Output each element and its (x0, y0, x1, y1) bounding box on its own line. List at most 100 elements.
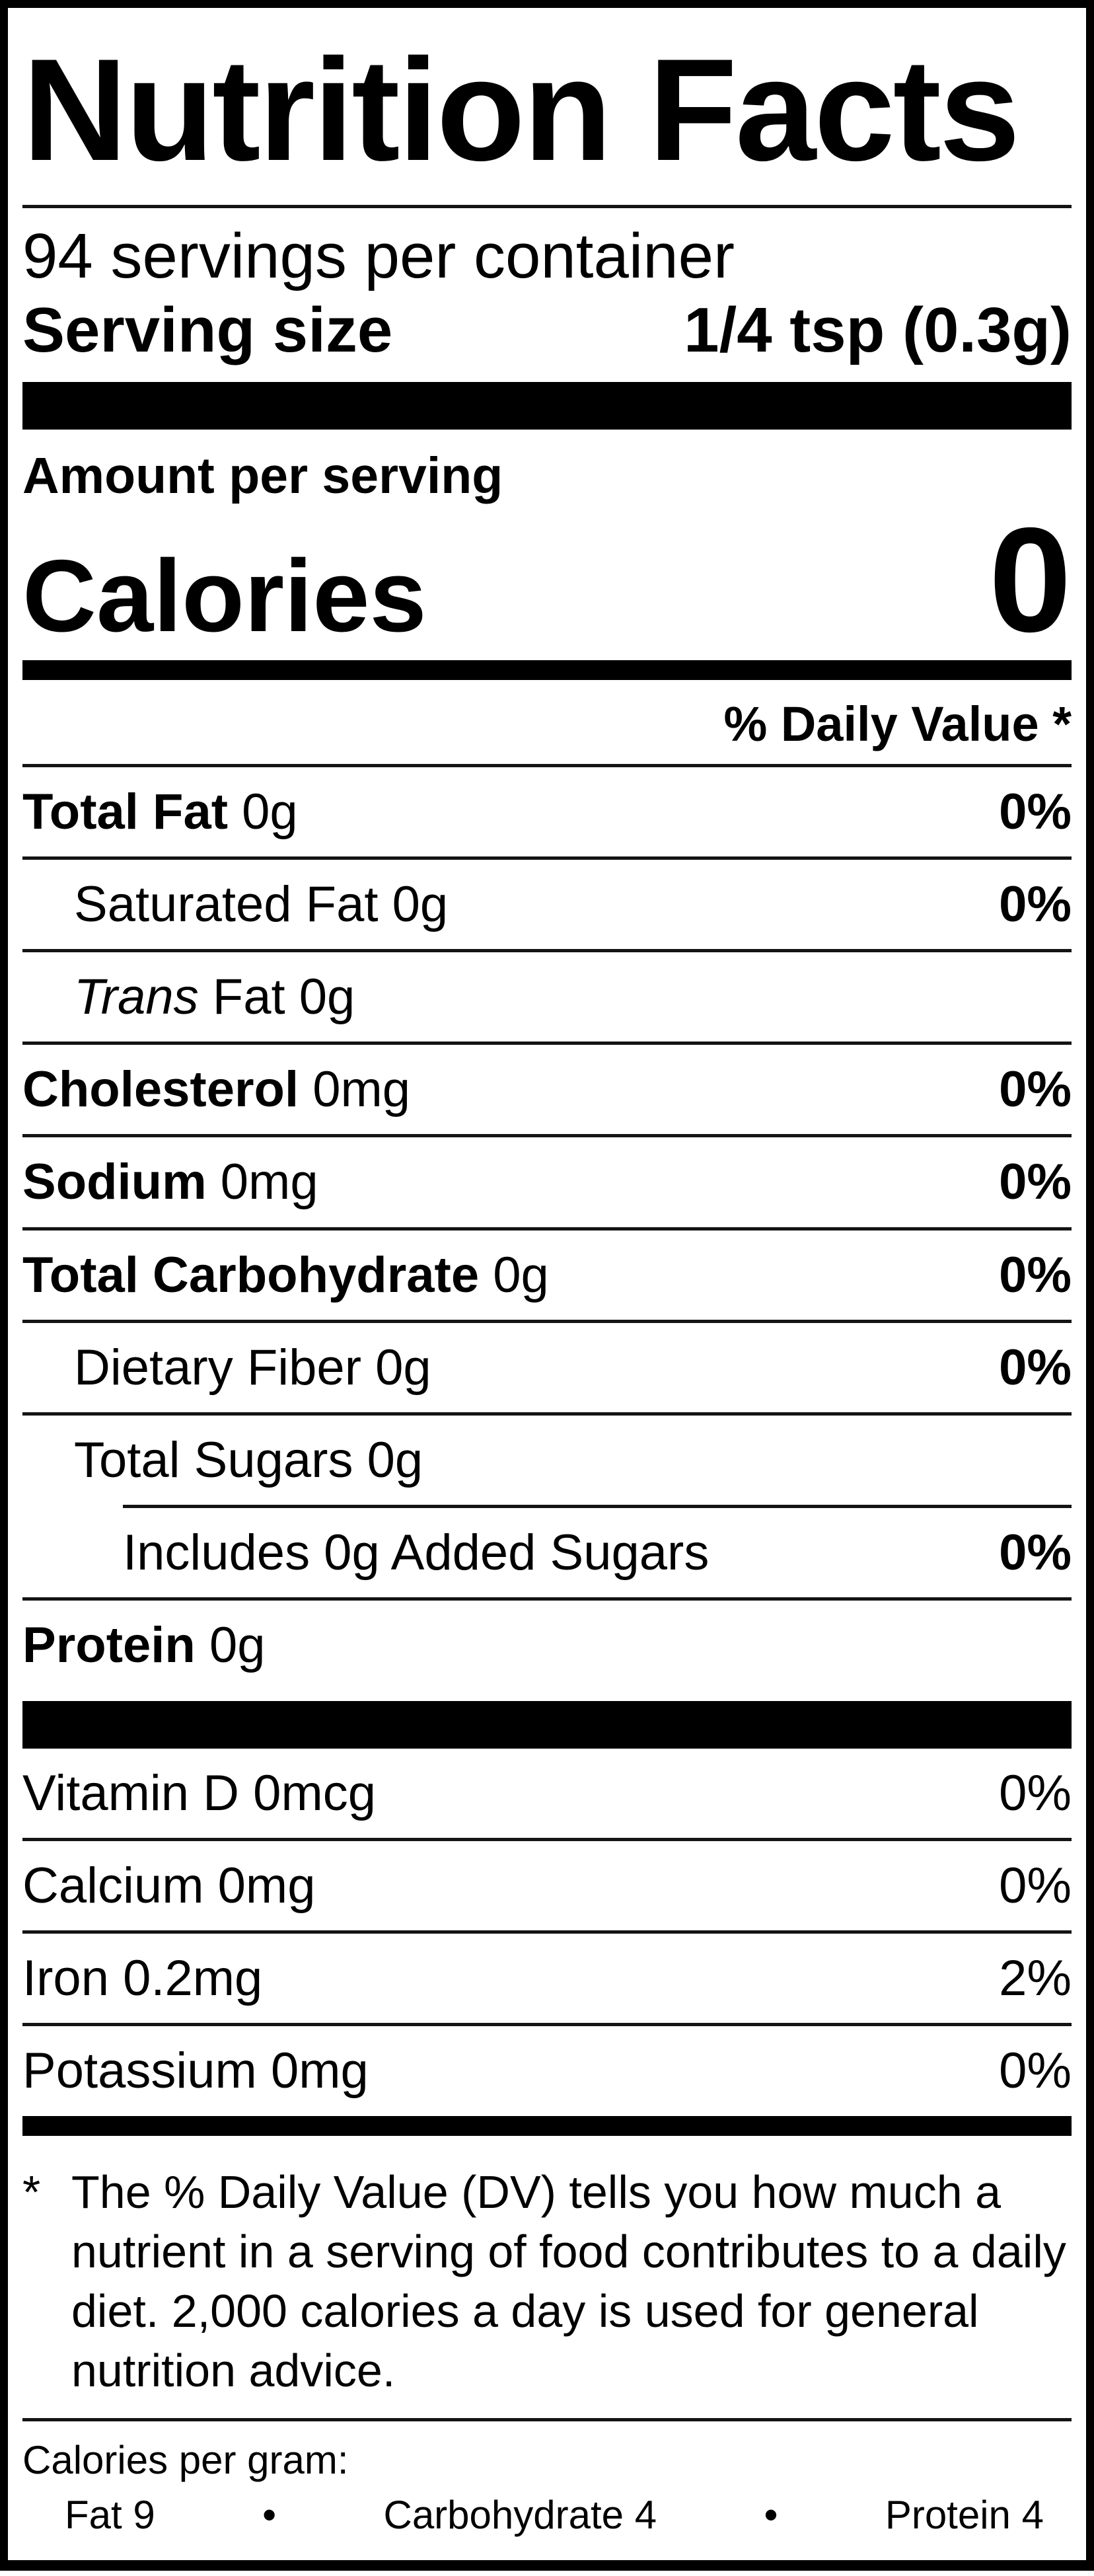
footnote-text: The % Daily Value (DV) tells you how muc… (71, 2166, 1066, 2397)
vitamin-name-amount: Iron 0.2mg (22, 1950, 262, 2006)
nutrient-name-amount: Sodium 0mg (22, 1154, 318, 1210)
nutrient-amount: 0g (299, 969, 355, 1026)
thick-divider-top (22, 382, 1072, 430)
label-title: Nutrition Facts (22, 28, 1020, 191)
nutrient-name: Includes 0g Added Sugars (123, 1524, 710, 1581)
daily-value-header: % Daily Value * (723, 696, 1072, 751)
nutrient-name-amount: Saturated Fat 0g (22, 876, 448, 932)
cpg-value: 9 (133, 2492, 155, 2537)
nutrient-row-total-carbohydrate: Total Carbohydrate 0g 0% (22, 1231, 1072, 1320)
vitamin-name-amount: Vitamin D 0mcg (22, 1765, 376, 1821)
vitamin-name-amount: Calcium 0mg (22, 1858, 315, 1914)
nutrient-daily-value: 0% (999, 1339, 1072, 1396)
nutrient-row-protein: Protein 0g (22, 1601, 1072, 1701)
vitamin-daily-value: 0% (999, 1765, 1072, 1822)
divider-hairline (22, 2417, 1072, 2421)
nutrient-daily-value: 0% (999, 1154, 1072, 1211)
bullet-separator: • (764, 2492, 778, 2537)
cpg-value: 4 (1021, 2492, 1044, 2537)
nutrient-amount: 0g (392, 876, 449, 933)
vitamin-amount: 0.2mg (123, 1950, 263, 2007)
footnote: * The % Daily Value (DV) tells you how m… (22, 2136, 1072, 2418)
vitamin-name-amount: Potassium 0mg (22, 2043, 369, 2099)
calories-row: Calories 0 (22, 496, 1072, 663)
amount-per-serving: Amount per serving (22, 447, 503, 505)
divider-hairline (22, 1134, 1072, 1138)
cpg-name: Protein (885, 2492, 1011, 2537)
divider-hairline (22, 764, 1072, 768)
vitamin-row-vitamin-d: Vitamin D 0mcg 0% (22, 1749, 1072, 1838)
calories-value: 0 (988, 496, 1072, 663)
serving-size-label: Serving size (22, 294, 393, 365)
divider-hairline (22, 1319, 1072, 1323)
nutrient-name: Cholesterol (22, 1061, 299, 1118)
nutrient-row-added-sugars: Includes 0g Added Sugars 0% (22, 1508, 1072, 1597)
nutrient-amount: 0g (209, 1617, 266, 1673)
nutrient-row-dietary-fiber: Dietary Fiber 0g 0% (22, 1323, 1072, 1412)
nutrient-name-amount: Dietary Fiber 0g (22, 1340, 431, 1396)
nutrient-daily-value: 0% (999, 1061, 1072, 1118)
nutrient-row-sodium: Sodium 0mg 0% (22, 1137, 1072, 1227)
calories-per-gram-row: Fat 9 • Carbohydrate 4 • Protein 4 (22, 2483, 1072, 2538)
divider-hairline (22, 1838, 1072, 1842)
cpg-value: 4 (634, 2492, 657, 2537)
nutrient-daily-value: 0% (999, 876, 1072, 933)
servings-per-container: 94 servings per container (22, 221, 735, 291)
divider-hairline (22, 205, 1072, 208)
nutrient-name: Fat (212, 969, 285, 1026)
medium-divider-footnote (22, 2115, 1072, 2136)
nutrient-name: Total Sugars (74, 1431, 353, 1488)
nutrient-daily-value: 0% (999, 784, 1072, 841)
nutrient-amount: 0mg (312, 1061, 411, 1118)
nutrient-name-amount: Trans Fat 0g (22, 969, 355, 1025)
divider-hairline (22, 856, 1072, 860)
cpg-name: Carbohydrate (383, 2492, 624, 2537)
nutrient-amount: 0g (242, 784, 298, 841)
nutrient-name-amount: Total Sugars 0g (22, 1432, 423, 1488)
nutrient-name-amount: Total Fat 0g (22, 784, 298, 840)
vitamin-name: Iron (22, 1950, 109, 2007)
serving-size-value: 1/4 tsp (0.3g) (684, 294, 1072, 365)
nutrient-name: Total Carbohydrate (22, 1246, 480, 1303)
nutrient-daily-value: 0% (999, 1246, 1072, 1303)
nutrient-amount: 0mg (220, 1154, 318, 1211)
nutrient-row-cholesterol: Cholesterol 0mg 0% (22, 1045, 1072, 1134)
divider-hairline-indented (123, 1504, 1072, 1508)
nutrient-row-saturated-fat: Saturated Fat 0g 0% (22, 860, 1072, 949)
nutrient-name: Dietary Fiber (74, 1339, 361, 1396)
divider-hairline (22, 949, 1072, 953)
vitamin-name: Vitamin D (22, 1765, 240, 1822)
cpg-item-carbohydrate: Carbohydrate 4 (383, 2492, 657, 2538)
divider-hairline (22, 1930, 1072, 1934)
nutrient-row-total-fat: Total Fat 0g 0% (22, 767, 1072, 856)
cpg-name: Fat (65, 2492, 122, 2537)
divider-hairline (22, 1597, 1072, 1601)
vitamin-name: Calcium (22, 1858, 204, 1914)
nutrient-name: Saturated Fat (74, 876, 379, 933)
cpg-item-protein: Protein 4 (885, 2492, 1044, 2538)
vitamin-row-calcium: Calcium 0mg 0% (22, 1841, 1072, 1930)
cpg-item-fat: Fat 9 (65, 2492, 155, 2538)
vitamin-amount: 0mcg (253, 1765, 377, 1822)
divider-hairline (22, 1227, 1072, 1231)
calories-label: Calories (22, 538, 427, 653)
nutrient-amount: 0g (367, 1431, 423, 1488)
nutrient-name-amount: Includes 0g Added Sugars (22, 1525, 709, 1581)
nutrient-row-trans-fat: Trans Fat 0g (22, 952, 1072, 1042)
nutrient-row-total-sugars: Total Sugars 0g (22, 1416, 1072, 1505)
divider-hairline (22, 1042, 1072, 1045)
vitamin-row-iron: Iron 0.2mg 2% (22, 1934, 1072, 2023)
nutrient-name-italic: Trans (74, 969, 199, 1026)
vitamin-daily-value: 0% (999, 2043, 1072, 2100)
bullet-separator: • (262, 2492, 277, 2537)
nutrient-name: Sodium (22, 1154, 207, 1211)
vitamin-amount: 0mg (270, 2043, 369, 2100)
footnote-marker: * (22, 2166, 41, 2218)
nutrient-name: Total Fat (22, 784, 229, 841)
nutrient-amount: 0g (375, 1339, 431, 1396)
divider-hairline (22, 2023, 1072, 2027)
nutrient-daily-value: 0% (999, 1524, 1072, 1581)
nutrient-name-amount: Protein 0g (22, 1617, 265, 1673)
